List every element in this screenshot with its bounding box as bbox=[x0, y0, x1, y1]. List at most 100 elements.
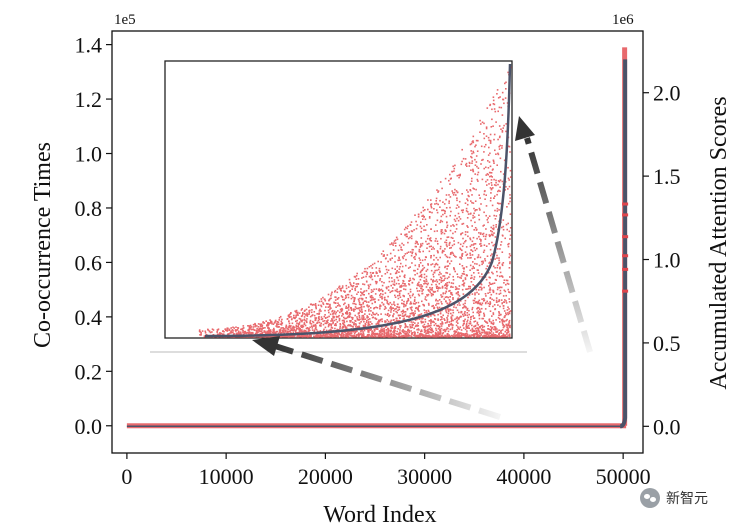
inset-scatter-point bbox=[274, 331, 277, 334]
inset-scatter-point bbox=[400, 310, 403, 313]
inset-scatter-point bbox=[320, 316, 323, 318]
inset-scatter-point bbox=[407, 330, 409, 332]
inset-scatter-point bbox=[330, 294, 332, 297]
inset-scatter-point bbox=[306, 334, 309, 336]
inset-scatter-point bbox=[463, 306, 465, 309]
inset-scatter-point bbox=[334, 327, 336, 330]
inset-scatter-point bbox=[498, 300, 500, 303]
inset-scatter-point bbox=[424, 298, 426, 300]
inset-scatter-point bbox=[477, 327, 480, 330]
inset-scatter-point bbox=[377, 321, 379, 323]
inset-scatter-point bbox=[246, 332, 248, 335]
inset-scatter-point bbox=[391, 257, 393, 259]
inset-scatter-point bbox=[430, 228, 432, 230]
inset-scatter-point bbox=[456, 197, 458, 199]
inset-scatter-point bbox=[393, 281, 396, 283]
inset-scatter-point bbox=[498, 312, 501, 314]
inset-scatter-point bbox=[444, 334, 446, 337]
inset-scatter-point bbox=[433, 307, 435, 309]
inset-scatter-point bbox=[470, 155, 472, 158]
inset-scatter-point bbox=[401, 310, 404, 313]
inset-scatter-point bbox=[436, 290, 439, 292]
inset-scatter-point bbox=[356, 272, 358, 275]
inset-scatter-point bbox=[392, 244, 394, 246]
inset-scatter-point bbox=[409, 324, 411, 326]
inset-scatter-point bbox=[346, 310, 348, 313]
inset-scatter-point bbox=[334, 296, 336, 298]
inset-scatter-point bbox=[403, 317, 405, 320]
inset-scatter-point bbox=[498, 180, 501, 183]
inset-scatter-point bbox=[393, 301, 395, 303]
inset-scatter-point bbox=[499, 271, 502, 274]
inset-scatter-point bbox=[477, 300, 480, 303]
inset-scatter-point bbox=[458, 328, 461, 330]
inset-scatter-point bbox=[351, 335, 354, 337]
inset-scatter-point bbox=[381, 329, 384, 331]
inset-scatter-point bbox=[391, 303, 393, 306]
inset-scatter-point bbox=[419, 335, 421, 338]
inset-scatter-point bbox=[497, 248, 499, 250]
inset-scatter-point bbox=[453, 191, 456, 194]
inset-scatter-point bbox=[296, 319, 298, 322]
inset-scatter-point bbox=[494, 110, 497, 113]
inset-scatter-point bbox=[396, 288, 398, 291]
inset-scatter-point bbox=[350, 325, 352, 327]
inset-scatter-point bbox=[456, 204, 459, 206]
inset-scatter-point bbox=[408, 329, 410, 332]
inset-scatter-point bbox=[487, 154, 490, 156]
inset-scatter-point bbox=[495, 215, 498, 217]
inset-scatter-point bbox=[417, 335, 419, 338]
inset-scatter-point bbox=[404, 313, 407, 316]
inset-scatter-point bbox=[324, 326, 327, 329]
inset-scatter-point bbox=[360, 306, 363, 308]
inset-scatter-point bbox=[474, 145, 476, 148]
left-y-tick-label: 0.2 bbox=[75, 359, 103, 384]
inset-scatter-point bbox=[401, 302, 403, 305]
inset-scatter-point bbox=[481, 159, 483, 161]
inset-scatter-point bbox=[396, 276, 399, 279]
inset-scatter-point bbox=[242, 325, 245, 327]
inset-scatter-point bbox=[320, 318, 323, 321]
inset-scatter-point bbox=[469, 245, 472, 248]
inset-scatter-point bbox=[404, 233, 407, 236]
inset-scatter-point bbox=[261, 329, 263, 331]
inset-scatter-point bbox=[318, 317, 320, 320]
inset-scatter-point bbox=[392, 333, 395, 336]
inset-scatter-point bbox=[462, 333, 464, 335]
inset-scatter-point bbox=[472, 187, 474, 190]
inset-scatter-point bbox=[471, 194, 473, 196]
inset-scatter-point bbox=[452, 298, 454, 301]
inset-scatter-point bbox=[402, 303, 405, 305]
inset-scatter-point bbox=[269, 322, 271, 324]
inset-scatter-point bbox=[268, 335, 271, 338]
inset-scatter-point bbox=[420, 237, 423, 239]
inset-scatter-point bbox=[466, 312, 469, 314]
inset-scatter-point bbox=[417, 293, 420, 296]
inset-scatter-point bbox=[446, 285, 448, 288]
inset-scatter-point bbox=[390, 305, 392, 308]
inset-scatter-point bbox=[452, 275, 454, 278]
inset-scatter-point bbox=[302, 319, 304, 321]
inset-scatter-point bbox=[368, 275, 371, 278]
inset-scatter-point bbox=[420, 284, 422, 286]
inset-scatter-point bbox=[501, 329, 504, 331]
inset-scatter-point bbox=[413, 269, 415, 272]
inset-scatter-point bbox=[333, 316, 335, 319]
inset-scatter-point bbox=[421, 290, 423, 292]
inset-scatter-point bbox=[507, 313, 509, 316]
inset-scatter-point bbox=[469, 257, 471, 259]
inset-scatter-point bbox=[208, 330, 211, 333]
inset-scatter-point bbox=[456, 273, 459, 275]
inset-scatter-point bbox=[341, 315, 343, 317]
inset-scatter-point bbox=[248, 328, 251, 331]
inset-scatter-point bbox=[330, 307, 332, 309]
inset-scatter-point bbox=[493, 178, 495, 181]
x-tick-label: 30000 bbox=[397, 464, 452, 489]
inset-scatter-point bbox=[403, 330, 406, 332]
inset-scatter-point bbox=[450, 236, 453, 239]
inset-scatter-point bbox=[384, 305, 386, 308]
inset-scatter-point bbox=[353, 300, 355, 303]
inset-scatter-point bbox=[496, 254, 498, 257]
inset-scatter-point bbox=[417, 243, 419, 245]
inset-scatter-point bbox=[305, 308, 308, 311]
